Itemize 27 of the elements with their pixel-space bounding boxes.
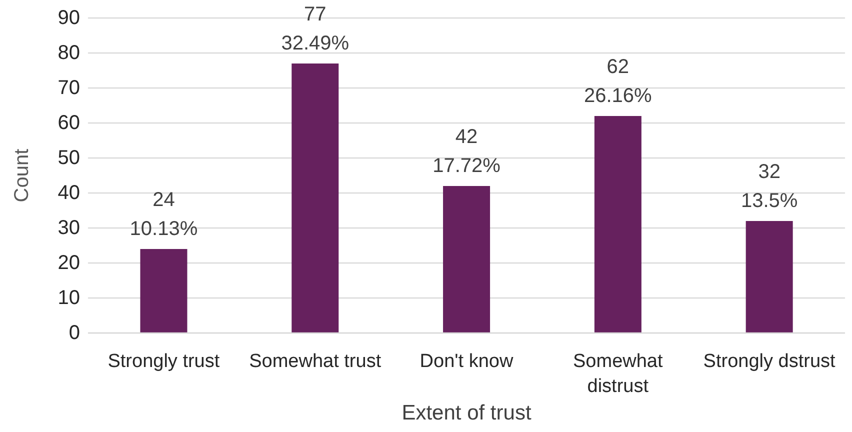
- y-tick-label: 40: [58, 182, 80, 204]
- y-tick-label: 80: [58, 42, 80, 64]
- x-tick-label: Somewhat trust: [249, 351, 382, 372]
- y-tick-label: 10: [58, 287, 80, 309]
- bar: [594, 116, 642, 333]
- y-tick-label: 0: [68, 322, 80, 344]
- data-label: 77 32.49%: [281, 4, 350, 54]
- bar: [443, 186, 490, 333]
- data-label: 42 17.72%: [432, 126, 501, 177]
- data-label: 32 13.5%: [740, 161, 798, 212]
- data-label: 62 26.16%: [584, 56, 652, 107]
- bar: [292, 64, 339, 333]
- x-tick-label: Strongly dstrust: [703, 351, 836, 372]
- bar: [746, 221, 793, 333]
- x-tick-label: Strongly trust: [108, 351, 220, 372]
- x-tick-label: Don't know: [420, 351, 514, 372]
- y-tick-label: 60: [58, 112, 80, 134]
- y-tick-label: 70: [58, 77, 80, 99]
- y-axis-title: Count: [11, 148, 33, 202]
- y-tick-label: 90: [58, 7, 80, 29]
- data-label: 24 10.13%: [130, 189, 198, 240]
- y-tick-label: 20: [58, 252, 80, 274]
- x-tick-label: Somewhat distrust: [573, 351, 664, 397]
- y-tick-label: 50: [58, 147, 80, 169]
- x-axis-title: Extent of trust: [402, 402, 532, 424]
- bar: [140, 249, 188, 333]
- y-tick-label: 30: [58, 217, 80, 239]
